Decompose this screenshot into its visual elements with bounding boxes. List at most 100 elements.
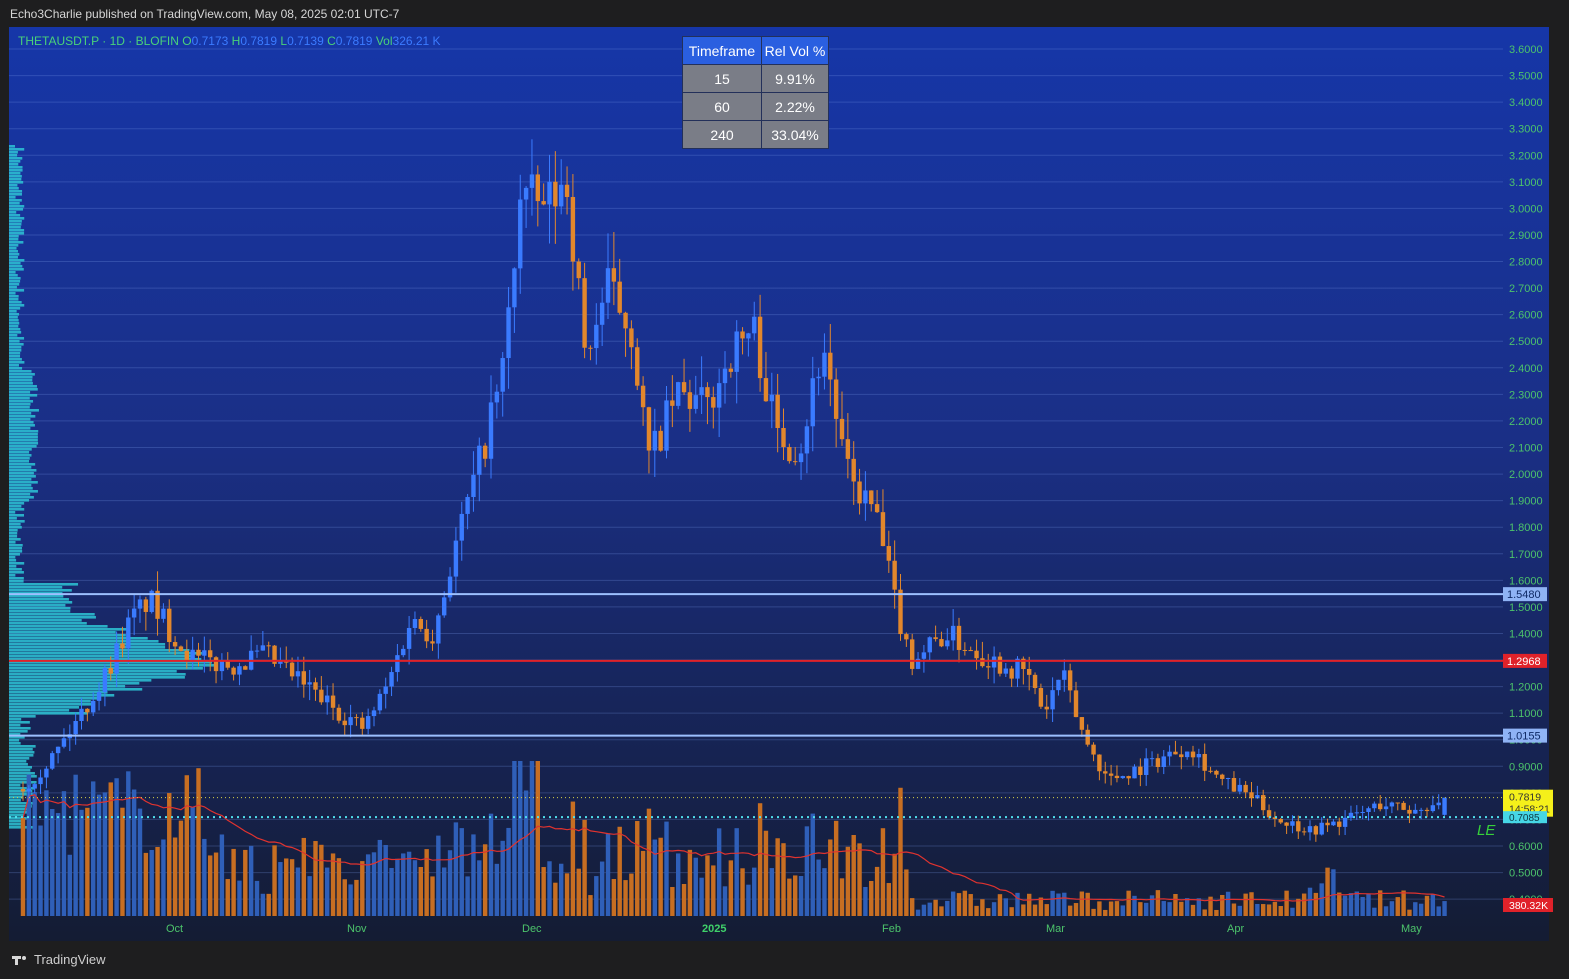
candle: [986, 653, 991, 680]
profile-bar: [9, 511, 16, 514]
price-tick-label: 1.5000: [1509, 602, 1543, 614]
price-tick-label: 2.7000: [1509, 283, 1543, 295]
candle: [336, 704, 342, 724]
price-tick-label: 3.3000: [1509, 124, 1543, 136]
profile-bar: [9, 547, 23, 550]
candle: [126, 609, 131, 664]
volume-bar: [289, 859, 295, 916]
candle: [178, 645, 184, 652]
volume-bar: [208, 855, 213, 916]
candle: [73, 712, 78, 745]
volume-bar: [1108, 901, 1114, 916]
volume-bar: [833, 820, 839, 916]
volume-bar: [921, 904, 927, 916]
candle: [880, 489, 886, 547]
volume-bar: [389, 867, 394, 916]
profile-bar: [9, 472, 34, 475]
volume-bar: [79, 809, 84, 916]
volume-bar: [488, 813, 494, 916]
last-price-label: 0.7819: [1509, 792, 1541, 804]
candle: [1132, 764, 1137, 779]
volume-bar: [991, 902, 997, 916]
volume-bar: [1331, 869, 1336, 916]
candle: [833, 368, 839, 448]
volume-bar: [997, 894, 1003, 916]
candle: [664, 385, 669, 459]
volume-bar: [213, 852, 219, 916]
volume-bar: [640, 850, 646, 916]
volume-bar: [313, 841, 318, 916]
profile-bar: [9, 349, 22, 352]
table-row: 240 33.04%: [682, 120, 829, 149]
volume-bar: [529, 761, 535, 916]
candle: [219, 653, 225, 681]
date-tick-label: Apr: [1227, 923, 1244, 935]
candle: [278, 647, 283, 669]
volume-tag-label: 380.32K: [1509, 900, 1548, 912]
profile-bar: [9, 493, 31, 496]
volume-bar: [465, 876, 470, 916]
candle: [945, 628, 950, 650]
price-tick-label: 1.6000: [1509, 575, 1543, 587]
candle: [1220, 773, 1225, 786]
volume-bar: [143, 852, 149, 916]
price-tick-label: 3.0000: [1509, 203, 1543, 215]
candle: [482, 442, 488, 468]
profile-bar: [9, 724, 21, 727]
profile-bar: [9, 301, 22, 304]
volume-bar: [523, 790, 529, 916]
volume-bar: [447, 850, 453, 916]
volume-bar: [874, 866, 880, 916]
volume-bar: [1261, 904, 1266, 916]
volume-bar: [1091, 908, 1096, 916]
candle: [1348, 805, 1354, 821]
candle: [377, 689, 383, 715]
candle: [1442, 797, 1447, 816]
volume-bar: [804, 826, 810, 916]
profile-bar: [9, 550, 23, 553]
brand-name: TradingView: [34, 952, 106, 967]
profile-bar: [9, 754, 34, 757]
candle: [436, 613, 441, 659]
candle: [1407, 805, 1412, 824]
profile-bar: [9, 799, 21, 802]
volume-bar: [1313, 892, 1319, 916]
profile-bar: [9, 805, 32, 808]
profile-bar: [9, 289, 25, 292]
price-chart[interactable]: 3.6000 3.5000 3.4000 3.3000 3.2000 3.1000 3.00…: [9, 27, 1559, 943]
volume-bar: [1062, 892, 1067, 916]
profile-bar: [9, 676, 185, 679]
profile-bar: [9, 691, 108, 694]
volume-profile: [9, 145, 215, 829]
volume-bar: [810, 813, 815, 916]
level-price-label: 1.2968: [1507, 656, 1541, 668]
profile-bar: [9, 163, 19, 166]
profile-bar: [9, 382, 33, 385]
volume-bar: [1436, 906, 1441, 916]
volume-bar: [968, 894, 973, 916]
date-tick-label: May: [1401, 923, 1422, 935]
volume-bar: [178, 820, 184, 916]
price-tick-label: 3.1000: [1509, 177, 1543, 189]
profile-bar: [9, 193, 22, 196]
profile-bar: [9, 532, 18, 535]
volume-bar: [430, 876, 435, 916]
profile-bar: [9, 325, 19, 328]
volume-bar: [243, 849, 248, 916]
profile-bar: [9, 568, 22, 571]
profile-bar: [9, 367, 23, 370]
profile-bar: [9, 187, 19, 190]
profile-bar: [9, 697, 100, 700]
volume-bar: [775, 838, 780, 916]
profile-bar: [9, 169, 23, 172]
profile-bar: [9, 244, 19, 247]
candle: [44, 766, 49, 789]
candle: [1366, 806, 1371, 821]
low-label: L: [280, 34, 288, 48]
candle: [810, 356, 815, 452]
volume-bar: [1027, 893, 1032, 916]
candle: [1038, 683, 1044, 709]
price-tick-label: 2.1000: [1509, 443, 1543, 455]
volume-bar: [1044, 904, 1049, 916]
candle: [1342, 810, 1348, 836]
